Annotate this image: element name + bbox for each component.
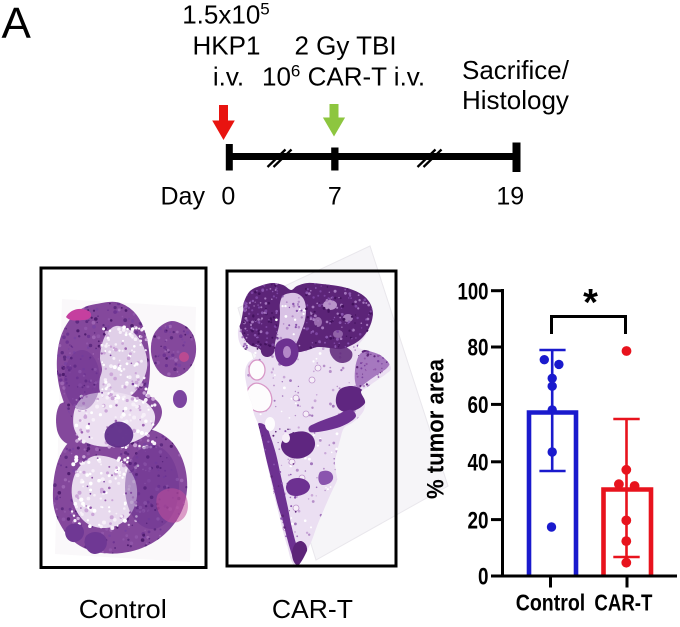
svg-text:Control: Control (516, 590, 586, 616)
svg-text:Day: Day (161, 183, 206, 211)
svg-text:7: 7 (328, 183, 342, 211)
svg-text:20: 20 (468, 507, 489, 534)
svg-text:A: A (2, 0, 32, 48)
svg-text:19: 19 (496, 183, 524, 211)
svg-text:Sacrifice/: Sacrifice/ (462, 55, 570, 85)
svg-text:CAR-T: CAR-T (272, 594, 353, 622)
svg-text:Control: Control (79, 594, 167, 622)
svg-text:1.5x105: 1.5x105 (182, 0, 270, 30)
svg-text:0: 0 (221, 183, 235, 211)
svg-text:*: * (583, 282, 598, 324)
svg-text:60: 60 (468, 392, 489, 419)
svg-text:40: 40 (468, 450, 489, 477)
svg-text:Histology: Histology (462, 85, 569, 115)
svg-text:% tumor area: % tumor area (423, 358, 450, 499)
svg-text:CAR-T: CAR-T (594, 590, 653, 616)
svg-text:0: 0 (478, 564, 489, 591)
svg-text:i.v.: i.v. (213, 62, 244, 92)
svg-text:2 Gy TBI: 2 Gy TBI (294, 31, 396, 61)
svg-text:HKP1: HKP1 (193, 31, 261, 61)
svg-text:106 CAR-T i.v.: 106 CAR-T i.v. (262, 62, 425, 92)
svg-text:80: 80 (468, 335, 489, 362)
svg-text:100: 100 (458, 278, 489, 305)
